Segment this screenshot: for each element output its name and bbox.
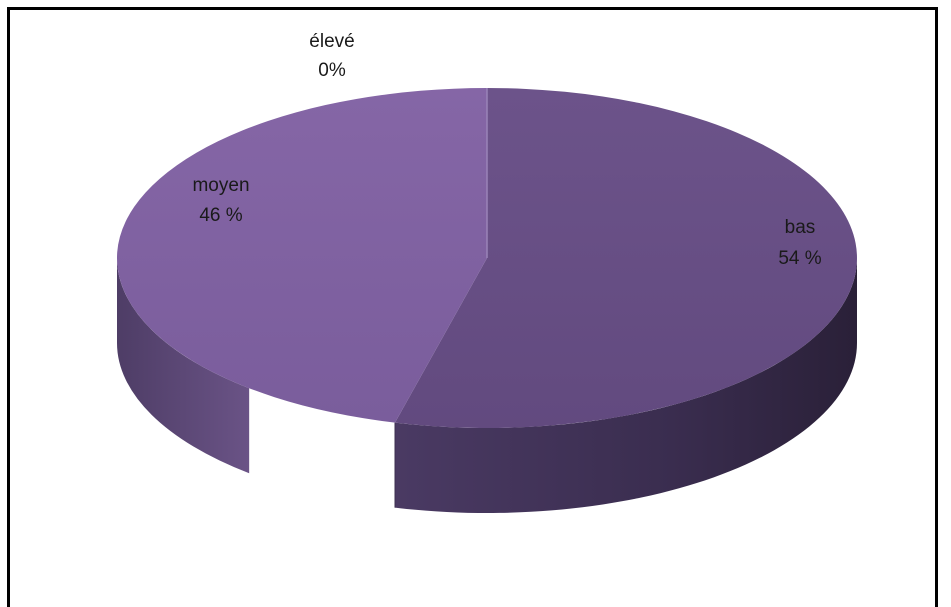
slice-label-bas-name: bas [785, 217, 816, 238]
slice-label-moyen-name: moyen [192, 175, 249, 196]
slice-label-eleve-value: 0% [318, 60, 346, 81]
side-wall-moyen [117, 258, 250, 474]
slice-bas [394, 88, 857, 428]
side-wall-bas [394, 258, 857, 513]
slice-label-moyen-value: 46 % [199, 205, 242, 226]
slice-moyen [116, 88, 487, 423]
slice-label-bas-value: 54 % [778, 248, 821, 269]
slice-label-eleve-name: élevé [309, 31, 354, 52]
chart-frame [7, 7, 938, 607]
